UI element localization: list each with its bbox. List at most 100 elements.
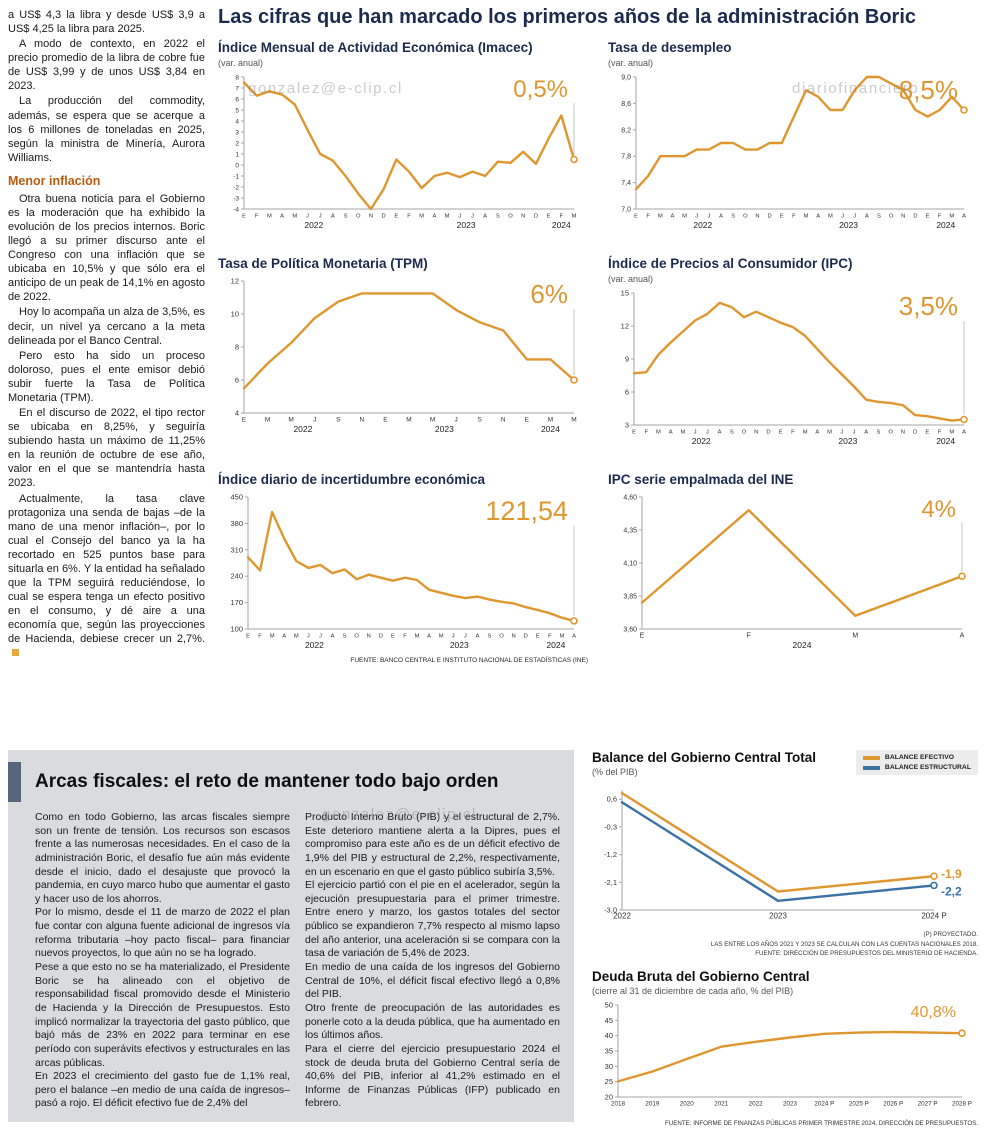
svg-text:A: A — [671, 213, 675, 219]
svg-text:S: S — [344, 213, 348, 219]
series-line — [242, 81, 576, 211]
article-paragraph: Producto Interno Bruto (PIB) y el estruc… — [305, 811, 560, 878]
svg-text:8: 8 — [235, 74, 239, 81]
svg-text:D: D — [379, 633, 383, 639]
svg-text:N: N — [755, 213, 759, 219]
svg-text:E: E — [246, 633, 250, 639]
svg-text:E: E — [925, 429, 929, 435]
article-subhead: Menor inflación — [8, 173, 101, 188]
article-paragraph: Otro frente de preocupación de las autor… — [305, 1001, 560, 1042]
svg-text:N: N — [369, 213, 373, 219]
svg-text:O: O — [743, 213, 748, 219]
svg-text:8: 8 — [235, 342, 239, 351]
svg-text:O: O — [508, 213, 513, 219]
article-paragraph: Actualmente, la tasa clave protagoniza u… — [8, 492, 205, 661]
svg-text:A: A — [865, 213, 869, 219]
svg-text:-0,3: -0,3 — [604, 822, 617, 831]
svg-text:2027 P: 2027 P — [918, 1100, 938, 1107]
article-paragraph-text: Actualmente, la tasa clave protagoniza u… — [8, 492, 205, 646]
svg-text:M: M — [571, 416, 576, 423]
svg-text:2023: 2023 — [839, 220, 858, 230]
chart-title: Índice diario de incertidumbre económica — [218, 471, 486, 487]
svg-text:M: M — [430, 416, 435, 423]
svg-text:50: 50 — [605, 1000, 613, 1009]
svg-text:240: 240 — [230, 571, 243, 580]
chart-title: IPC serie empalmada del INE — [608, 471, 794, 487]
svg-text:F: F — [403, 633, 407, 639]
legend-swatch-orange-icon — [862, 755, 880, 760]
svg-text:A: A — [962, 429, 966, 435]
svg-text:J: J — [455, 416, 458, 423]
svg-text:A: A — [864, 429, 868, 435]
article-paragraph: Pese a que esto no se ha materializado, … — [35, 961, 290, 1069]
svg-text:2019: 2019 — [645, 1100, 660, 1107]
svg-text:J: J — [458, 213, 461, 219]
svg-text:E: E — [391, 633, 395, 639]
legend-item-estructural: BALANCE ESTRUCTURAL — [862, 764, 971, 771]
note-line: (P) PROYECTADO. — [923, 931, 978, 938]
svg-text:A: A — [432, 213, 436, 219]
svg-text:A: A — [331, 633, 335, 639]
svg-text:A: A — [719, 213, 723, 219]
svg-text:E: E — [632, 429, 636, 435]
svg-text:F: F — [938, 213, 942, 219]
svg-text:7,4: 7,4 — [621, 180, 631, 187]
series-line — [620, 801, 936, 903]
end-marker — [570, 375, 578, 384]
svg-text:J: J — [307, 633, 310, 639]
svg-text:J: J — [853, 213, 856, 219]
article-paragraph: Otra buena noticia para el Gobierno es l… — [8, 192, 205, 304]
svg-text:N: N — [754, 429, 758, 435]
svg-text:12: 12 — [231, 276, 239, 285]
svg-text:F: F — [258, 633, 262, 639]
svg-text:N: N — [367, 633, 371, 639]
svg-text:4,10: 4,10 — [623, 560, 637, 567]
svg-text:E: E — [640, 632, 645, 639]
svg-text:5: 5 — [235, 107, 239, 114]
svg-text:M: M — [827, 429, 832, 435]
svg-text:6: 6 — [235, 375, 239, 384]
note-line: FUENTE: INFORME DE FINANZAS PÚBLICAS PRI… — [665, 1119, 978, 1127]
svg-text:4: 4 — [235, 118, 239, 125]
svg-text:9: 9 — [625, 354, 629, 363]
main-title: Las cifras que han marcado los primeros … — [218, 6, 916, 28]
balance-chart-block: Balance del Gobierno Central Total (% de… — [592, 750, 978, 959]
svg-text:J: J — [319, 213, 322, 219]
end-marker — [958, 1029, 966, 1037]
svg-text:D: D — [913, 213, 917, 219]
note-line: LAS ENTRE LOS AÑOS 2021 Y 2023 SE CALCUL… — [710, 940, 978, 948]
svg-text:12: 12 — [621, 321, 629, 330]
series-end-label: -1,9 — [941, 867, 962, 881]
svg-text:M: M — [803, 429, 808, 435]
svg-text:J: J — [853, 429, 856, 435]
series-line — [634, 75, 966, 191]
svg-text:2: 2 — [235, 140, 239, 147]
svg-text:S: S — [877, 429, 881, 435]
chart-value-label: 40,8% — [911, 1004, 956, 1021]
svg-text:N: N — [501, 416, 506, 423]
svg-text:-3,0: -3,0 — [604, 906, 617, 915]
chart-value-label: 3,5% — [899, 291, 958, 321]
svg-text:S: S — [488, 633, 492, 639]
svg-text:15: 15 — [621, 288, 629, 297]
svg-text:F: F — [407, 213, 411, 219]
svg-text:3: 3 — [625, 420, 629, 429]
svg-text:2023: 2023 — [435, 424, 454, 434]
svg-text:2024 P: 2024 P — [921, 912, 946, 921]
svg-text:E: E — [394, 213, 398, 219]
svg-text:2023: 2023 — [783, 1100, 798, 1107]
svg-text:F: F — [644, 429, 648, 435]
svg-text:2020: 2020 — [680, 1100, 695, 1107]
legend-label: BALANCE EFECTIVO — [884, 754, 955, 761]
svg-text:E: E — [242, 416, 247, 423]
chart-title: Tasa de desempleo — [608, 40, 732, 55]
svg-text:J: J — [707, 213, 710, 219]
svg-text:E: E — [779, 429, 783, 435]
series-line — [640, 508, 964, 617]
svg-text:J: J — [840, 429, 843, 435]
chart-title: Índice de Precios al Consumidor (IPC) — [608, 255, 853, 271]
svg-text:F: F — [548, 633, 552, 639]
chart-subtitle: (var. anual) — [218, 57, 264, 68]
svg-text:M: M — [288, 416, 293, 423]
